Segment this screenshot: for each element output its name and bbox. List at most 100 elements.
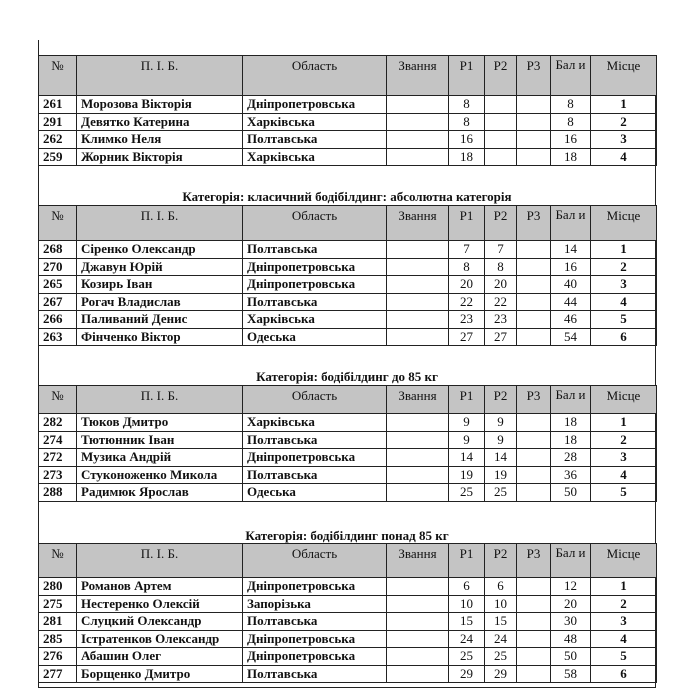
full-name-cell: Морозова Вікторія: [76, 95, 243, 114]
column-header: №: [38, 55, 77, 96]
round-2-cell: 27: [484, 327, 517, 346]
points-cell: 48: [550, 629, 591, 648]
rank-cell: [386, 612, 449, 631]
region-cell: Дніпропетровська: [242, 629, 387, 648]
rank-cell: [386, 483, 449, 502]
round-2-cell: 14: [484, 448, 517, 467]
place-cell: 4: [590, 147, 657, 166]
rank-cell: [386, 130, 449, 149]
column-header: Бал и: [550, 205, 591, 241]
bib-number-cell: 265: [38, 275, 77, 294]
column-header: Звання: [386, 205, 449, 241]
round-3-cell: [516, 275, 551, 294]
rank-cell: [386, 629, 449, 648]
place-cell: 6: [590, 327, 657, 346]
bib-number-cell: 280: [38, 577, 77, 596]
column-header: Р1: [448, 55, 485, 96]
bib-number-cell: 276: [38, 647, 77, 666]
round-3-cell: [516, 413, 551, 432]
place-cell: 3: [590, 448, 657, 467]
column-header: П. І. Б.: [76, 543, 243, 578]
round-2-cell: 10: [484, 594, 517, 613]
full-name-cell: Істратенков Олександр: [76, 629, 243, 648]
table-row: 282 Тюков Дмитро Харківська 9 9 18 1: [38, 413, 657, 432]
full-name-cell: Борщенко Дмитро: [76, 664, 243, 683]
place-cell: 2: [590, 257, 657, 276]
round-2-cell: 7: [484, 240, 517, 259]
column-header: Р1: [448, 543, 485, 578]
round-2-cell: 8: [484, 257, 517, 276]
rank-cell: [386, 147, 449, 166]
round-1-cell: 6: [448, 577, 485, 596]
full-name-cell: Слуцкий Олександр: [76, 612, 243, 631]
place-cell: 1: [590, 413, 657, 432]
place-cell: 2: [590, 112, 657, 131]
region-cell: Дніпропетровська: [242, 647, 387, 666]
table-row: 285 Істратенков Олександр Дніпропетровська…: [38, 629, 657, 648]
rank-cell: [386, 275, 449, 294]
category-title: Категорія: бодібілдинг понад 85 кг: [245, 528, 449, 543]
rank-cell: [386, 310, 449, 329]
results-table-section: № П. І. Б. Область Звання Р1 Р2 Р3 Бал и Місце 28…: [38, 385, 657, 502]
round-1-cell: 25: [448, 647, 485, 666]
region-cell: Харківська: [242, 413, 387, 432]
region-cell: Полтавська: [242, 292, 387, 311]
round-2-cell: 22: [484, 292, 517, 311]
round-1-cell: 25: [448, 483, 485, 502]
points-cell: 28: [550, 448, 591, 467]
column-header: Місце: [590, 55, 657, 96]
region-cell: Дніпропетровська: [242, 275, 387, 294]
round-3-cell: [516, 240, 551, 259]
column-header: Бал и: [550, 55, 591, 96]
place-cell: 4: [590, 292, 657, 311]
column-header: Місце: [590, 385, 657, 414]
column-header: Місце: [590, 543, 657, 578]
round-3-cell: [516, 483, 551, 502]
bib-number-cell: 267: [38, 292, 77, 311]
region-cell: Дніпропетровська: [242, 95, 387, 114]
round-1-cell: 16: [448, 130, 485, 149]
round-2-cell: [484, 147, 517, 166]
points-cell: 50: [550, 483, 591, 502]
place-cell: 4: [590, 465, 657, 484]
region-cell: Харківська: [242, 147, 387, 166]
full-name-cell: Радимюк Ярослав: [76, 483, 243, 502]
round-3-cell: [516, 647, 551, 666]
region-cell: Полтавська: [242, 130, 387, 149]
place-cell: 1: [590, 240, 657, 259]
table-header-row: № П. І. Б. Область Звання Р1 Р2 Р3 Бал и Місце: [38, 385, 657, 414]
round-1-cell: 27: [448, 327, 485, 346]
rank-cell: [386, 240, 449, 259]
points-cell: 8: [550, 112, 591, 131]
points-cell: 40: [550, 275, 591, 294]
round-1-cell: 24: [448, 629, 485, 648]
points-cell: 12: [550, 577, 591, 596]
round-2-cell: 25: [484, 647, 517, 666]
points-cell: 44: [550, 292, 591, 311]
region-cell: Одеська: [242, 327, 387, 346]
full-name-cell: Рогач Владислав: [76, 292, 243, 311]
table-row: 267 Рогач Владислав Полтавська 22 22 44 4: [38, 292, 657, 311]
document-frame: [38, 40, 656, 688]
points-cell: 16: [550, 130, 591, 149]
full-name-cell: Климко Неля: [76, 130, 243, 149]
round-1-cell: 9: [448, 413, 485, 432]
column-header: Р3: [516, 543, 551, 578]
round-1-cell: 15: [448, 612, 485, 631]
rank-cell: [386, 430, 449, 449]
points-cell: 58: [550, 664, 591, 683]
column-header: Звання: [386, 385, 449, 414]
table-row: 265 Козирь Іван Дніпропетровська 20 20 40 3: [38, 275, 657, 294]
points-cell: 46: [550, 310, 591, 329]
table-row: 273 Стуконоженко Микола Полтавська 19 19 36 4: [38, 465, 657, 484]
round-1-cell: 10: [448, 594, 485, 613]
region-cell: Дніпропетровська: [242, 257, 387, 276]
table-row: 276 Абашин Олег Дніпропетровська 25 25 50 5: [38, 647, 657, 666]
rank-cell: [386, 594, 449, 613]
points-cell: 54: [550, 327, 591, 346]
round-2-cell: 19: [484, 465, 517, 484]
rank-cell: [386, 95, 449, 114]
column-header: Р1: [448, 205, 485, 241]
round-2-cell: 23: [484, 310, 517, 329]
column-header: Звання: [386, 55, 449, 96]
